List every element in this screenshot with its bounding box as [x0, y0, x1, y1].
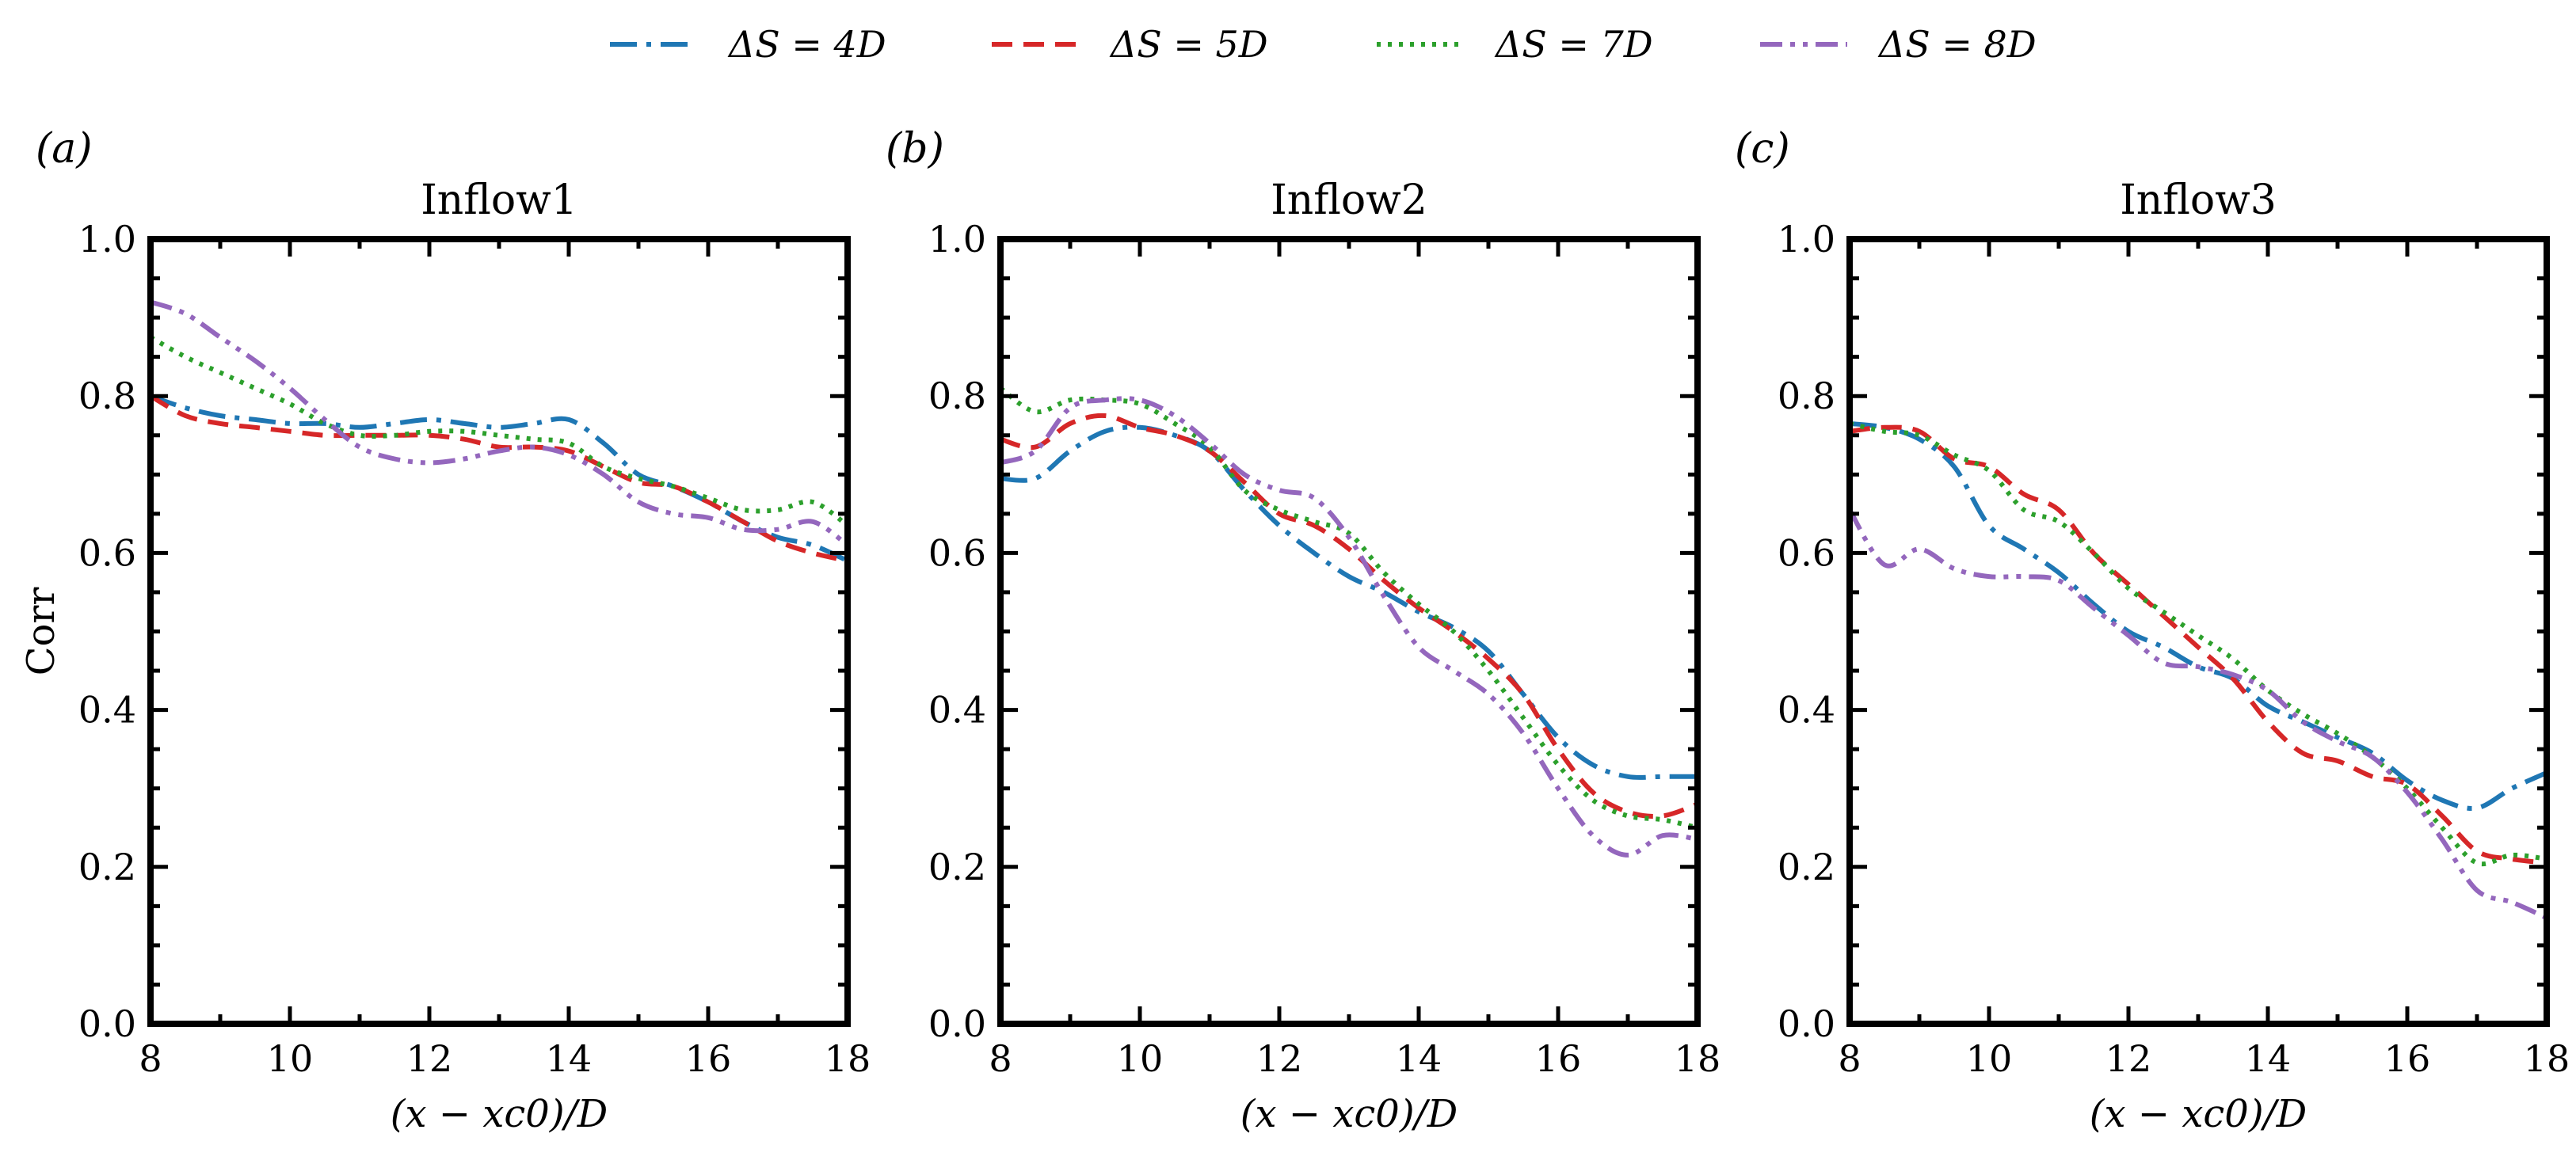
y-tick-label: 0.6 — [78, 531, 136, 574]
series-line-1 — [151, 394, 848, 564]
series-line-3 — [1850, 420, 2547, 867]
y-tick-label: 1.0 — [78, 218, 136, 261]
x-tick-label: 10 — [1966, 1037, 2013, 1080]
y-tick-label: 1.0 — [928, 218, 986, 261]
y-tick-label: 1.0 — [1778, 218, 1835, 261]
axes-frame — [1846, 236, 2550, 1027]
y-tick-label: 0.8 — [78, 375, 136, 417]
x-tick-label: 8 — [139, 1037, 162, 1080]
x-tick-label: 12 — [406, 1037, 453, 1080]
x-tick-label: 16 — [1535, 1037, 1582, 1080]
y-tick-label: 0.6 — [928, 531, 986, 574]
y-tick-label: 0.2 — [78, 846, 136, 888]
panel-1: (a) Inflow1 8 10 12 14 16 18 0.0 0.2 0.4 0.6 0.8 1.0 (… — [19, 125, 871, 1136]
series-line-1 — [1000, 424, 1698, 780]
legend-entry-4: ΔS = 8D — [1760, 23, 2037, 66]
x-tick-label: 18 — [1675, 1037, 1721, 1080]
x-tick-label: 10 — [267, 1037, 314, 1080]
y-tick-label: 0.4 — [928, 689, 986, 732]
series-line-4 — [151, 299, 848, 547]
series-line-3 — [151, 335, 848, 528]
legend-label-3: ΔS = 7D — [1494, 23, 1653, 66]
y-tick-label: 0.2 — [1778, 846, 1835, 888]
panel-title: Inflow3 — [2120, 177, 2277, 224]
series-line-2 — [1850, 424, 2547, 865]
x-tick-label: 16 — [2384, 1037, 2431, 1080]
series-group — [1850, 420, 2547, 920]
axes-frame — [147, 236, 851, 1027]
panel-title: Inflow2 — [1271, 177, 1427, 224]
y-tick-label: 0.6 — [1778, 531, 1835, 574]
panel-letter: (a) — [36, 125, 93, 173]
legend-entry-3: ΔS = 7D — [1377, 23, 1653, 66]
legend-entry-2: ΔS = 5D — [992, 23, 1268, 66]
ticks — [1847, 237, 2549, 1026]
x-tick-label: 14 — [2245, 1037, 2292, 1080]
x-axis-label: (x − xc0)/D — [1240, 1092, 1458, 1136]
x-tick-label: 8 — [1838, 1037, 1861, 1080]
y-tick-label: 0.0 — [78, 1002, 136, 1045]
y-tick-label: 0.2 — [928, 846, 986, 888]
panel-title: Inflow1 — [421, 177, 577, 224]
x-tick-label: 10 — [1117, 1037, 1164, 1080]
series-line-2 — [1000, 413, 1698, 819]
x-tick-label: 16 — [685, 1037, 732, 1080]
legend-label-2: ΔS = 5D — [1109, 23, 1268, 66]
series-group — [1000, 386, 1698, 858]
series-line-4 — [1850, 508, 2547, 920]
panel-letter: (c) — [1735, 125, 1790, 173]
panel-3: (c) Inflow3 8 10 12 14 16 18 0.0 0.2 0.4 0.6 0.8 1.0 (… — [1735, 125, 2570, 1136]
legend-label-4: ΔS = 8D — [1877, 23, 2037, 66]
y-tick-label: 0.0 — [1778, 1002, 1835, 1045]
series-line-1 — [1850, 420, 2547, 812]
series-line-3 — [1000, 386, 1698, 831]
x-tick-label: 8 — [989, 1037, 1012, 1080]
series-group — [151, 299, 848, 564]
ticks — [148, 237, 850, 1026]
x-tick-label: 12 — [1256, 1037, 1303, 1080]
y-tick-label: 0.4 — [1778, 689, 1835, 732]
y-tick-label: 0.8 — [928, 375, 986, 417]
x-axis-label: (x − xc0)/D — [2090, 1092, 2307, 1136]
y-tick-label: 0.4 — [78, 689, 136, 732]
x-tick-label: 12 — [2105, 1037, 2152, 1080]
legend-label-1: ΔS = 4D — [727, 23, 886, 66]
panel-2: (b) Inflow2 8 10 12 14 16 18 0.0 0.2 0.4 0.6 0.8 1.0 (… — [886, 125, 1721, 1136]
y-tick-label: 0.8 — [1778, 375, 1835, 417]
ticks — [998, 237, 1700, 1026]
series-line-2 — [151, 394, 848, 564]
series-line-4 — [1000, 396, 1698, 858]
legend-entry-1: ΔS = 4D — [610, 23, 886, 66]
panel-letter: (b) — [886, 125, 944, 173]
x-tick-label: 14 — [1396, 1037, 1442, 1080]
legend: ΔS = 4D ΔS = 5D ΔS = 7D ΔS = 8D — [610, 23, 2037, 66]
x-tick-label: 18 — [2524, 1037, 2570, 1080]
x-tick-label: 14 — [546, 1037, 593, 1080]
y-axis-label: Corr — [19, 588, 63, 676]
y-tick-label: 0.0 — [928, 1002, 986, 1045]
x-tick-label: 18 — [825, 1037, 871, 1080]
x-axis-label: (x − xc0)/D — [391, 1092, 608, 1136]
axes-frame — [997, 236, 1701, 1027]
